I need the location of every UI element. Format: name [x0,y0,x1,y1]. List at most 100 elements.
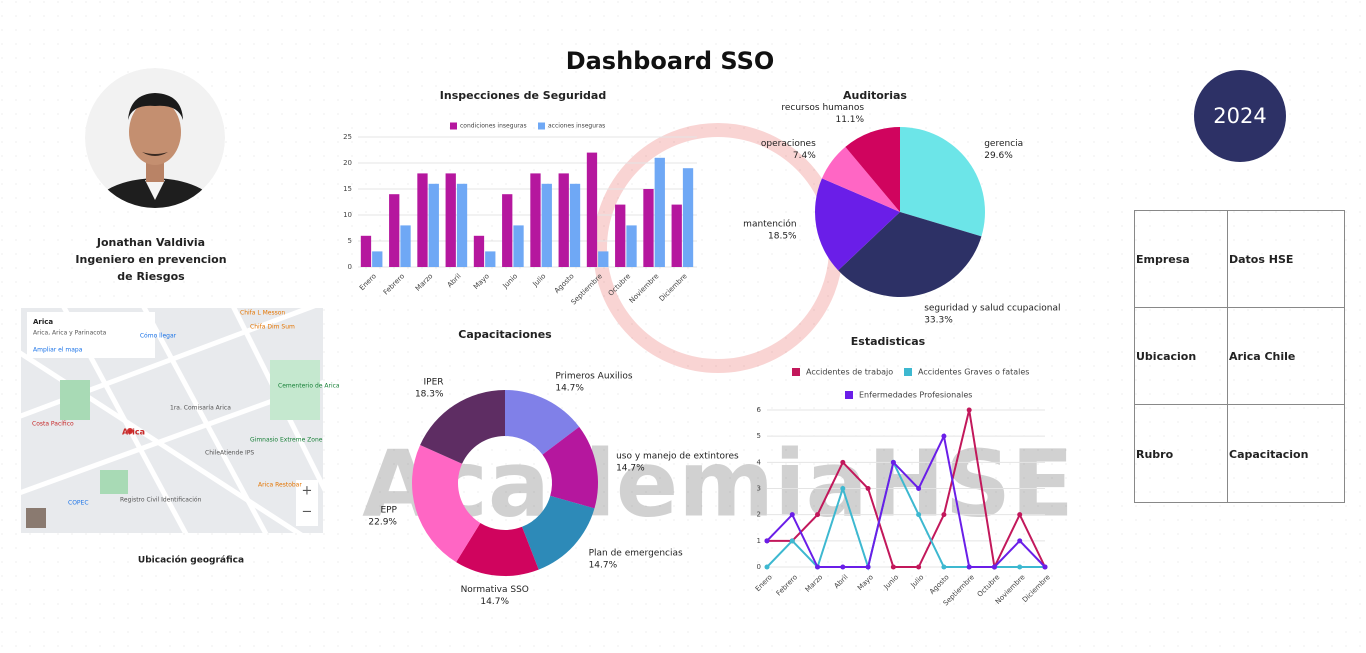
slice-value-label: 29.6% [984,151,1013,161]
table-cell: Empresa [1136,253,1190,266]
line-point [1042,564,1048,570]
table-cell: Capacitacion [1229,448,1308,461]
y-tick-label: 15 [343,185,352,193]
bar [389,194,400,267]
bar [598,251,609,267]
y-tick-label: 3 [757,485,761,493]
y-tick-label: 4 [757,458,762,466]
bar [586,152,598,267]
map-label: Arica [122,428,145,437]
line-point [764,538,770,544]
line-point [966,564,972,570]
slice-label: Plan de emergencias [589,549,683,559]
y-tick-label: 10 [343,211,352,219]
map-link[interactable]: Ampliar el mapa [33,347,83,354]
line-point [916,564,922,570]
line-point [991,564,997,570]
slice-value-label: 18.3% [415,390,444,400]
bar [569,183,581,267]
chart-title: Estadisticas [851,335,926,348]
y-tick-label: 0 [348,263,352,271]
map-place-sub: Arica, Arica y Parinacota [33,330,107,337]
legend-label: condiciones inseguras [460,123,527,130]
line-point [865,564,871,570]
slice-label: EPP [380,506,397,516]
slice-label: seguridad y salud ccupacional [924,304,1060,314]
pie-slice [542,426,599,509]
bar [671,204,682,267]
legend-swatch [845,391,853,399]
y-tick-label: 0 [757,563,761,571]
map-label: 1ra. Comisaría Arica [170,405,231,412]
legend-label: acciones inseguras [548,123,605,130]
watermark-text: AcademiaHSE [362,430,1074,537]
legend-label: Accidentes Graves o fatales [918,368,1029,377]
line-point [764,564,770,570]
bar [682,168,694,267]
map-label: Costa Pacífico [32,421,74,428]
map-zoom-in[interactable]: + [302,484,313,499]
y-tick-label: 1 [757,537,761,545]
legend-label: Enfermedades Profesionales [859,391,972,400]
line-series [766,459,1045,571]
table-cell: Datos HSE [1229,253,1293,266]
pie-slice [815,178,900,271]
pie-slice [900,127,985,237]
table-cell: Arica Chile [1229,350,1295,363]
bar [428,183,439,267]
bar [615,204,626,267]
table-cell: Ubicacion [1136,350,1196,363]
chart-title: Auditorias [843,89,907,102]
line-point [916,512,922,518]
slice-value-label: 14.7% [480,597,509,607]
line-point [1017,564,1023,570]
line-point [815,564,821,570]
line-point [865,486,871,491]
line-point [840,459,846,465]
year-badge [1194,70,1286,162]
legend-swatch [792,368,800,376]
bar [417,173,428,267]
chart-title: Inspecciones de Seguridad [440,89,606,102]
bar [485,251,496,267]
line-point [916,486,922,491]
map-label: Cementerio de Arica [278,383,340,390]
bar [445,173,456,267]
map-zoom-out[interactable]: − [302,505,313,520]
line-series [767,409,1046,571]
bar [558,173,569,267]
bar [513,225,524,267]
map-label: Chifa L Messon [240,310,285,317]
bar [530,173,541,267]
pie-slice [412,444,481,563]
slice-label: Primeros Auxilios [555,371,633,381]
map-label: Chifa Dim Sum [250,324,295,331]
y-tick-label: 5 [348,237,352,245]
map-directions[interactable]: Cómo llegar [140,333,177,340]
pie-slice [420,390,505,464]
map-label: Gimnasio Extreme Zone [250,437,323,444]
line-point [840,564,846,570]
line-point [890,564,896,570]
slice-value-label: 11.1% [835,115,864,125]
bar [654,157,665,267]
watermark: AcademiaHSE [362,123,1074,537]
line-point [966,407,972,413]
bar [400,225,411,267]
profile-name: Jonathan Valdivia [96,236,205,249]
bar [643,189,654,267]
y-tick-label: 6 [757,406,762,414]
map-label: Registro Civil Identificación [120,497,202,504]
line-point [789,512,795,518]
y-tick-label: 2 [757,511,761,519]
slice-value-label: 33.3% [924,316,953,326]
slice-value-label: 14.7% [589,561,618,571]
map-label: ChileAtiende IPS [205,450,254,457]
map-caption: Ubicación geográfica [138,555,244,566]
slice-value-label: 7.4% [793,151,816,161]
pie-slice [456,522,539,576]
legend-swatch [904,368,912,376]
pie-slice [821,146,900,212]
slice-value-label: 14.7% [616,464,645,474]
line-point [1017,512,1023,518]
